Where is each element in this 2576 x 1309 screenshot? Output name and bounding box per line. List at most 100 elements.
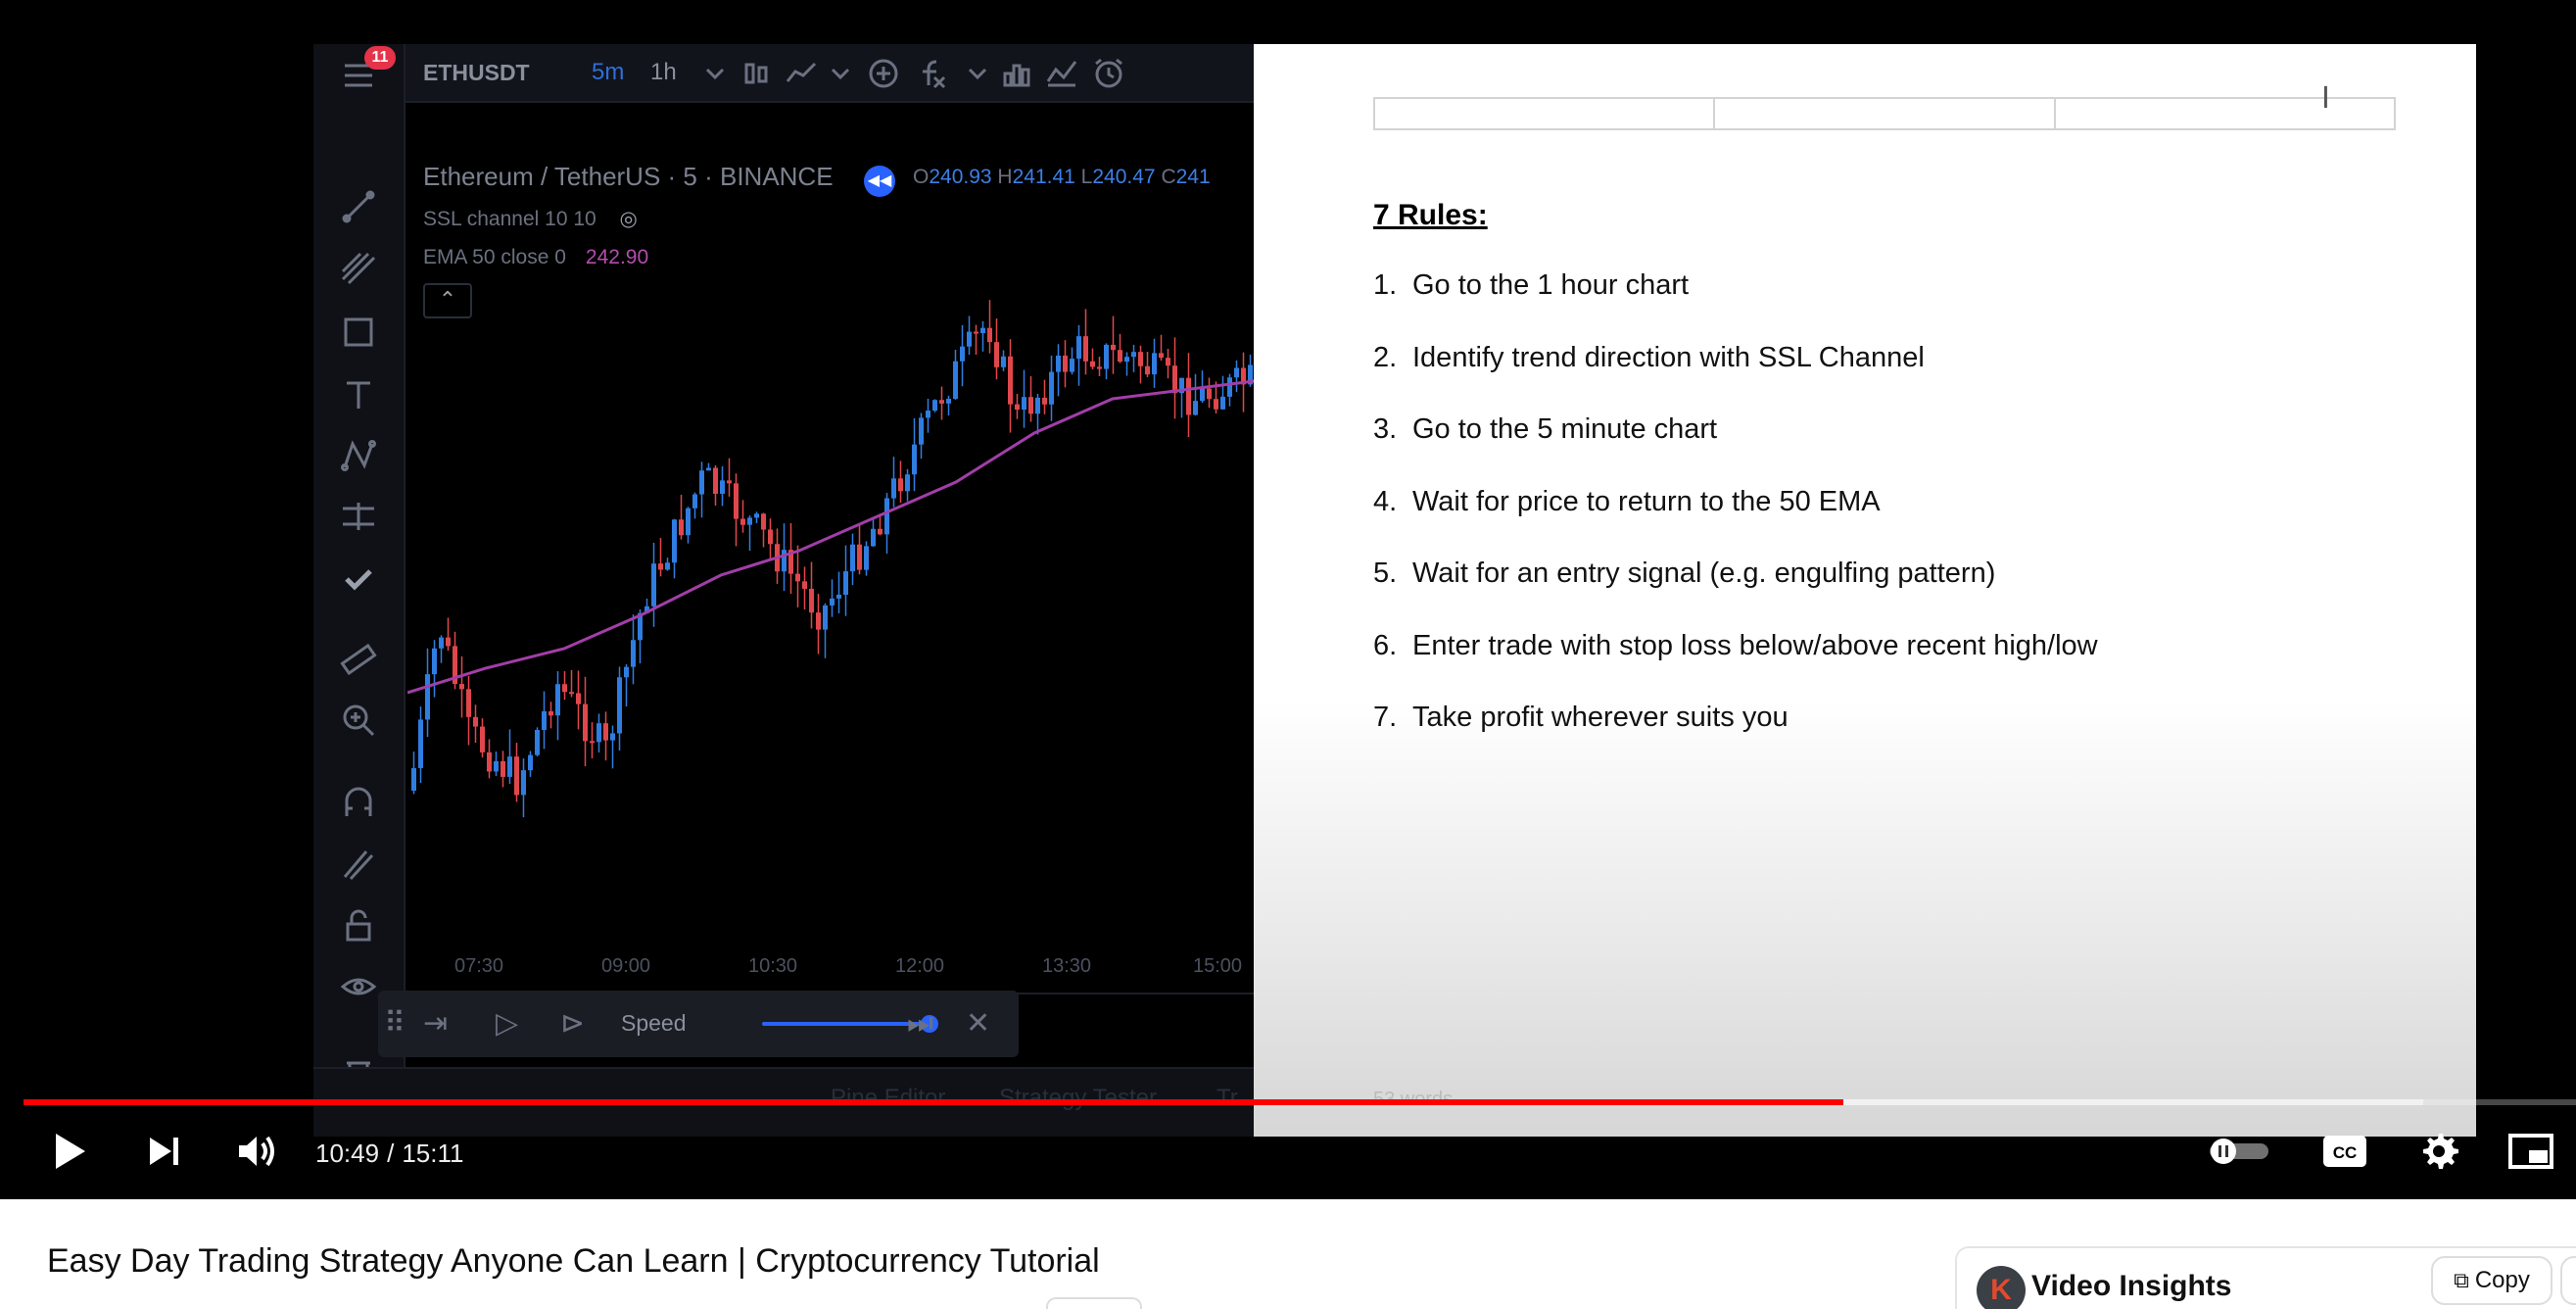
captions-icon[interactable]: CC [2317,1125,2372,1178]
candle-body [1241,367,1246,385]
replay-icon: ◀◀ [864,166,895,197]
miniplayer-icon[interactable] [2504,1125,2558,1178]
candle-body [638,612,643,641]
magnet-icon [335,779,382,826]
candle-body [967,331,972,347]
candle-body [446,637,451,647]
ssl-indicator-legend: SSL channel 10 10 ◎ [423,207,638,231]
candle-body [809,588,814,613]
candle-body [1172,365,1177,394]
candle-body [1076,336,1081,360]
step-forward-icon: ⊳ [560,1007,586,1040]
drag-handle-icon: ⠿ [384,1007,405,1040]
candle-body [713,467,718,494]
candle-body [1118,350,1122,363]
candle-body [823,605,828,630]
volume-icon[interactable] [229,1125,286,1178]
video-player[interactable]: 11 [0,0,2576,1199]
rule-number: 1. [1373,269,1398,301]
candle-body [624,666,629,678]
add-compare-icon [866,56,901,91]
rule-number: 6. [1373,629,1398,661]
eye-off-icon: ◎ [619,208,638,230]
candle-body [1015,404,1020,411]
symbol-legend: Ethereum / TetherUS · 5 · BINANCE [423,162,834,192]
close-key: C [1161,166,1176,188]
play-icon[interactable] [43,1125,96,1178]
candle-body [528,754,533,771]
candle-body [946,399,951,404]
rule-text: Enter trade with stop loss below/above r… [1412,629,2098,661]
candle-body [987,327,992,343]
candle-body [843,571,848,596]
candle-body [1186,377,1191,415]
candle-body [1104,344,1109,369]
more-button[interactable] [2560,1256,2576,1305]
current-time: 10:49 [315,1139,380,1168]
candle-body [425,674,430,720]
high-value: 241.41 [1012,166,1075,188]
candle-body [686,508,691,536]
candle-body [1049,371,1054,405]
eye-icon [335,963,382,1010]
table-cell [1375,99,1716,128]
candle-body [692,494,697,509]
settings-icon[interactable] [2411,1125,2466,1178]
close-value: 241 [1175,166,1211,188]
replay-speed-label: Speed [621,1010,687,1036]
candle-body [521,770,526,796]
rule-text: Identify trend direction with SSL Channe… [1412,341,1925,373]
pattern-icon [335,432,382,479]
candle-body [473,716,478,727]
candle-body [665,562,670,570]
candle-body [501,760,505,777]
chevron-up-icon: ⌃ [423,283,472,318]
replay-bar: ⠿ ⇥ ▷ ⊳ Speed ⏭ ✕ [378,991,1019,1057]
candle-body [487,751,492,772]
rule-text: Wait for an entry signal (e.g. engulfing… [1412,558,1996,589]
candle-body [761,513,766,530]
candle-body [549,710,553,716]
candle-body [816,612,821,630]
autoplay-toggle-icon[interactable] [2204,1125,2274,1178]
list-item: 5. Wait for an entry signal (e.g. engulfi… [1373,558,2098,630]
list-item: 6. Enter trade with stop loss below/above… [1373,630,2098,703]
candle-body [788,550,793,574]
rule-number: 4. [1373,485,1398,517]
candle-body [1001,356,1006,367]
ema-indicator-label: EMA 50 close 0 [423,246,566,268]
trendline-icon [335,183,382,230]
next-icon[interactable] [137,1125,190,1178]
time-tick: 09:00 [601,955,651,977]
bar-chart-icon [999,56,1034,91]
channel-button[interactable] [1046,1297,1142,1309]
measure-icon [335,493,382,540]
ema-indicator-legend: EMA 50 close 0 242.90 [423,246,648,269]
rectangle-icon [335,309,382,356]
candle-body [830,598,835,606]
rule-number: 3. [1373,413,1398,445]
candle-body [919,417,924,445]
copy-button[interactable]: ⧉ Copy [2431,1256,2552,1305]
insights-logo-icon: K [1977,1266,2026,1309]
candle-body [734,483,739,519]
candle-body [795,573,800,582]
templates-icon [1044,56,1079,91]
candle-body [857,544,862,570]
time-tick: 12:00 [895,955,945,977]
candle-body [1097,366,1102,369]
candle-body [898,478,903,492]
ema-line [407,379,1254,695]
play-icon: ▷ [496,1007,519,1040]
candle-body [891,478,896,499]
candle-body [727,480,732,484]
candle-body [1200,388,1205,402]
rule-number: 7. [1373,702,1398,733]
candle-body [1220,396,1225,410]
open-key: O [913,166,930,188]
candle-body [1227,377,1232,397]
zoom-icon [335,697,382,744]
candle-body [912,444,917,475]
speed-slider-knob [921,1015,938,1033]
candle-body [507,756,512,777]
